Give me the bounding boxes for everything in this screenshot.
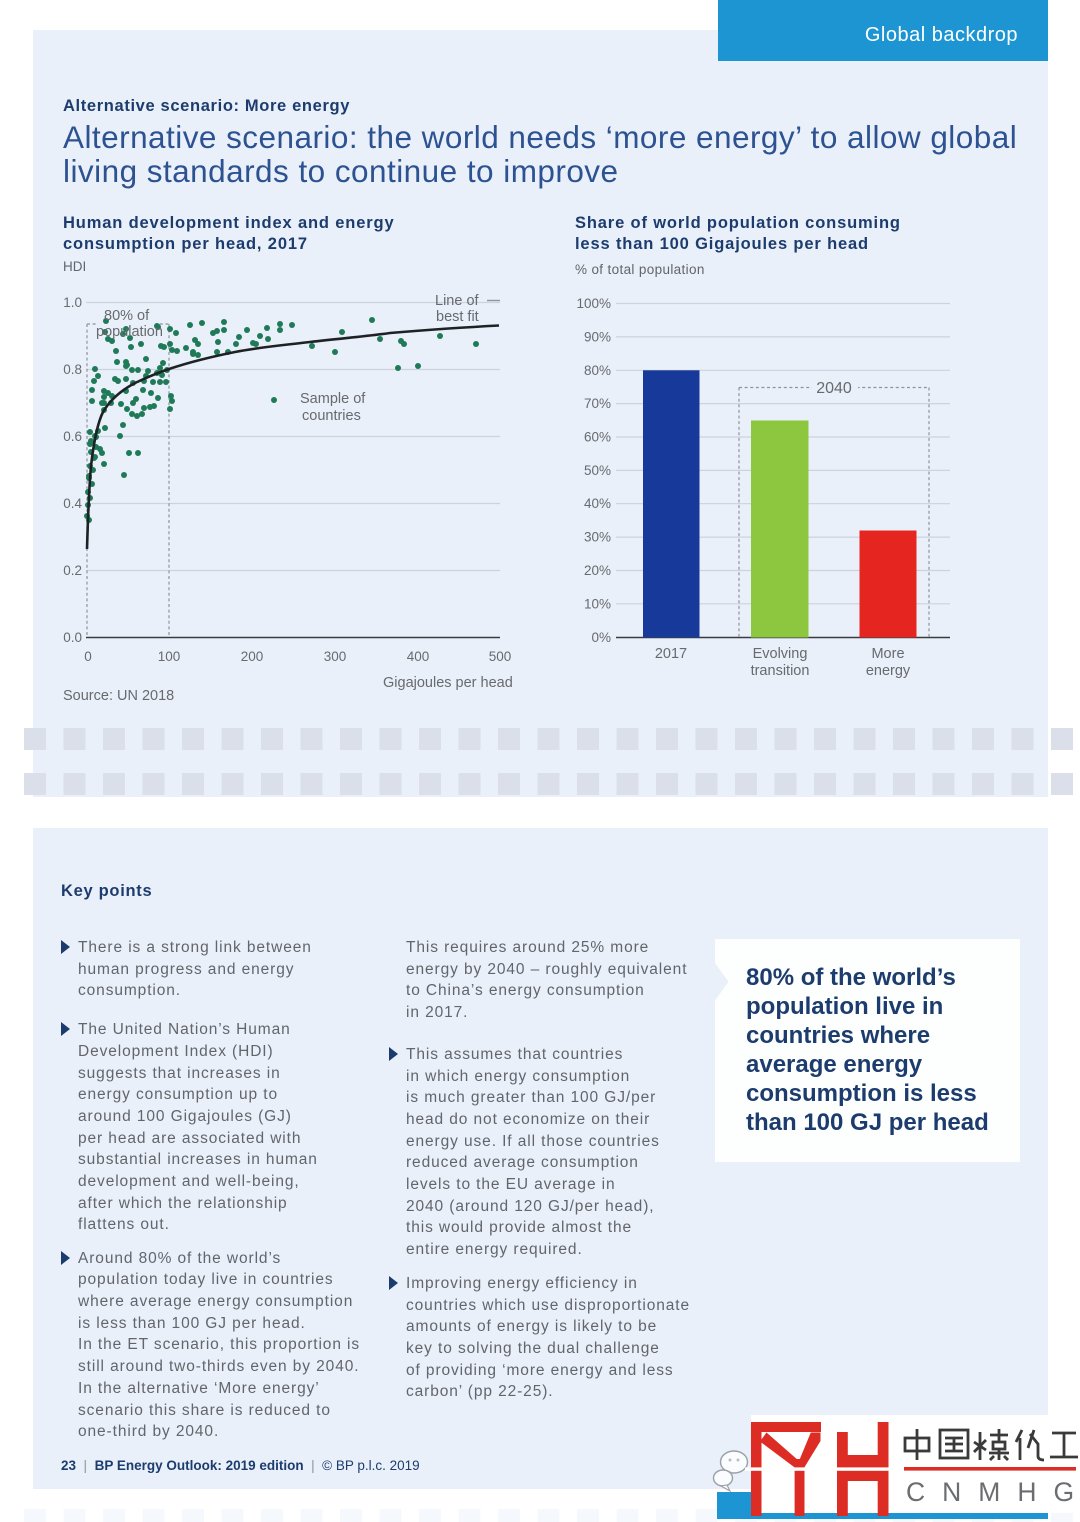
svg-text:70%: 70% <box>584 396 611 411</box>
svg-text:best fit: best fit <box>436 309 479 325</box>
svg-text:Gigajoules per head: Gigajoules per head <box>383 675 513 691</box>
svg-text:40%: 40% <box>584 496 611 511</box>
svg-text:60%: 60% <box>584 430 611 445</box>
svg-text:Evolving: Evolving <box>753 646 808 662</box>
svg-text:0.4: 0.4 <box>63 496 82 511</box>
svg-text:0.8: 0.8 <box>63 362 82 377</box>
svg-text:30%: 30% <box>584 530 611 545</box>
svg-text:energy: energy <box>866 663 911 679</box>
svg-text:80%: 80% <box>584 363 611 378</box>
svg-text:Sample of: Sample of <box>300 391 366 407</box>
svg-text:20%: 20% <box>584 563 611 578</box>
svg-text:More: More <box>871 646 904 662</box>
svg-text:population: population <box>96 324 163 340</box>
svg-text:0%: 0% <box>591 630 611 645</box>
svg-text:50%: 50% <box>584 463 611 478</box>
svg-text:10%: 10% <box>584 596 611 611</box>
svg-text:100%: 100% <box>576 296 611 311</box>
svg-text:Source: UN 2018: Source: UN 2018 <box>63 688 174 704</box>
svg-text:0.0: 0.0 <box>63 630 82 645</box>
svg-text:countries: countries <box>302 408 361 424</box>
svg-text:400: 400 <box>407 649 430 664</box>
svg-text:CNMHG: CNMHG <box>906 1477 1080 1507</box>
svg-text:0.2: 0.2 <box>63 563 82 578</box>
svg-text:Line of: Line of <box>435 293 480 309</box>
svg-text:500: 500 <box>489 649 512 664</box>
svg-text:90%: 90% <box>584 329 611 344</box>
svg-text:0: 0 <box>84 649 92 664</box>
svg-text:80% of: 80% of <box>104 308 150 324</box>
svg-text:200: 200 <box>241 649 264 664</box>
svg-text:300: 300 <box>324 649 347 664</box>
svg-text:100: 100 <box>158 649 181 664</box>
svg-text:2040: 2040 <box>816 380 852 397</box>
svg-text:2017: 2017 <box>655 646 687 662</box>
svg-text:transition: transition <box>751 663 810 679</box>
svg-text:1.0: 1.0 <box>63 295 82 310</box>
svg-text:0.6: 0.6 <box>63 429 82 444</box>
